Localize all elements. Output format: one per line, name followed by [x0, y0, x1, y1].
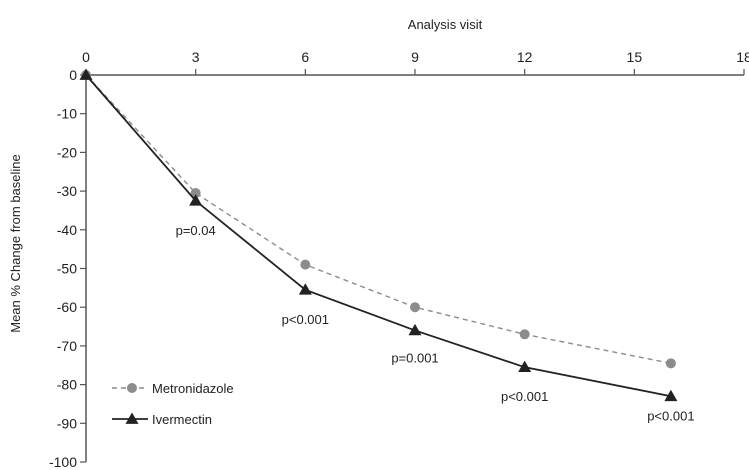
data-point-ivermectin	[298, 283, 312, 295]
y-tick-label: 0	[69, 67, 77, 83]
legend-marker-metronidazole	[127, 383, 137, 393]
x-tick-label: 9	[411, 49, 419, 65]
p-value-annotation: p<0.001	[501, 389, 548, 404]
x-tick-label: 18	[736, 49, 749, 65]
data-point-ivermectin	[408, 323, 422, 336]
y-tick-label: -100	[49, 454, 77, 470]
data-point-ivermectin	[664, 389, 678, 402]
data-point-metronidazole	[300, 259, 311, 270]
x-tick-label: 15	[627, 49, 643, 65]
y-tick-label: -40	[57, 222, 77, 238]
p-value-annotation: p<0.001	[282, 312, 329, 327]
data-point-metronidazole	[665, 358, 676, 369]
series-ivermectin	[79, 68, 678, 402]
data-point-metronidazole	[190, 188, 201, 199]
y-tick-label: -90	[57, 415, 77, 431]
y-tick-label: -10	[57, 106, 77, 122]
x-tick-label: 12	[517, 49, 533, 65]
p-value-annotation: p=0.001	[391, 351, 438, 366]
y-tick-label: -50	[57, 261, 77, 277]
x-tick-label: 6	[301, 49, 309, 65]
p-value-annotation: p<0.001	[647, 409, 694, 424]
y-tick-label: -20	[57, 144, 77, 160]
p-value-annotation: p=0.04	[176, 223, 216, 238]
data-point-metronidazole	[410, 302, 420, 313]
data-point-ivermectin	[189, 194, 203, 206]
y-axis-title: Mean % Change from baseline	[8, 154, 23, 333]
y-tick-label: -70	[57, 338, 77, 354]
series-layer	[79, 68, 678, 402]
y-tick-label: -80	[57, 377, 77, 393]
x-tick-label: 3	[192, 49, 200, 65]
y-tick-label: -30	[57, 183, 77, 199]
legend-label-metronidazole: Metronidazole	[152, 381, 234, 396]
legend: Metronidazole Ivermectin	[112, 381, 234, 427]
data-point-metronidazole	[519, 329, 530, 340]
legend-marker-ivermectin	[125, 412, 139, 424]
legend-label-ivermectin: Ivermectin	[152, 412, 212, 427]
axes: 0 3 6 9 12 15 18 Analysis visit 0 -10 -20 -30 -40 -50…	[8, 17, 749, 470]
annotations: p=0.04 p<0.001 p=0.001 p<0.001 p<0.001	[176, 223, 695, 424]
data-point-ivermectin	[518, 360, 532, 373]
series-metronidazole	[81, 70, 676, 369]
y-tick-label: -60	[57, 299, 77, 315]
data-point-ivermectin	[79, 68, 93, 80]
series-line-ivermectin	[85, 74, 672, 398]
series-line-metronidazole	[85, 74, 672, 365]
x-tick-label: 0	[82, 49, 90, 65]
x-axis-title: Analysis visit	[408, 17, 483, 32]
